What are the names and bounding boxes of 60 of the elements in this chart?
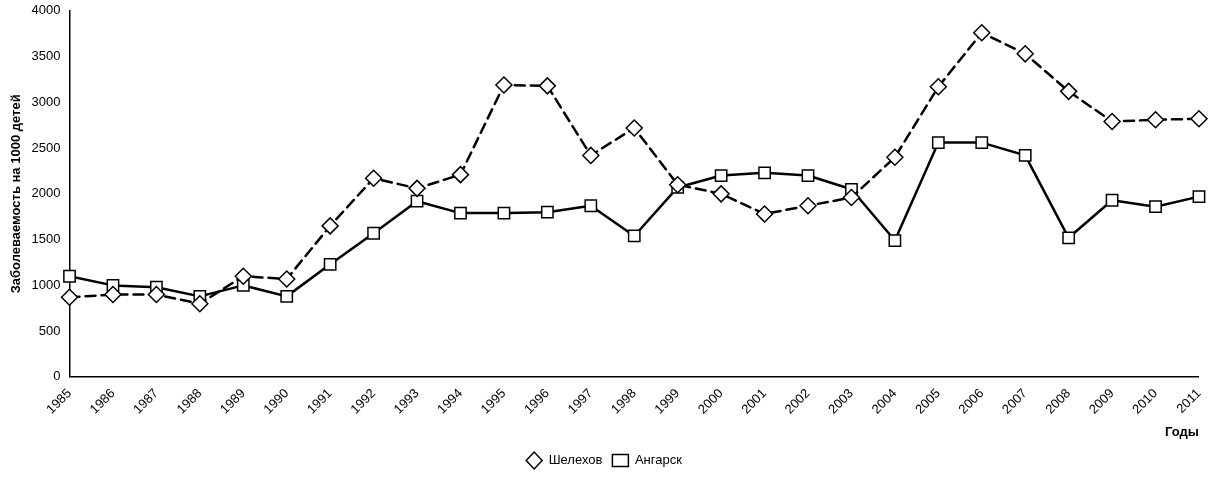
point <box>755 205 774 223</box>
point <box>975 136 989 150</box>
point <box>931 136 945 150</box>
point <box>1016 45 1034 63</box>
point <box>280 289 294 303</box>
point <box>540 205 554 219</box>
point <box>1149 200 1162 214</box>
point <box>538 77 557 95</box>
point <box>63 269 76 283</box>
point <box>625 119 643 137</box>
y-tick-label: 2000 <box>31 185 61 201</box>
y-tick-label: 0 <box>53 368 61 384</box>
y-axis-title: Заболеваемость на 1000 детей <box>8 94 24 294</box>
point <box>1146 110 1165 129</box>
y-tick-label: 3000 <box>31 93 61 109</box>
point <box>147 285 166 304</box>
point <box>714 169 728 182</box>
y-tick-label: 1500 <box>31 231 61 247</box>
point <box>1192 190 1206 204</box>
point <box>627 229 641 243</box>
point <box>234 267 253 285</box>
point <box>364 169 383 188</box>
y-tick-label: 3500 <box>31 48 61 64</box>
point <box>1105 193 1119 207</box>
point <box>1018 149 1032 162</box>
point <box>712 185 730 203</box>
point <box>277 270 296 288</box>
point <box>454 206 467 220</box>
legend-label: Ангарск <box>634 452 683 468</box>
y-tick-label: 500 <box>38 322 61 338</box>
point <box>1103 112 1121 131</box>
legend-label: Шелехов <box>548 452 603 468</box>
x-axis-title: Годы <box>1165 423 1199 439</box>
point <box>582 146 600 165</box>
point <box>367 226 381 240</box>
point <box>321 217 339 235</box>
y-tick-label: 4000 <box>31 2 61 18</box>
point <box>408 179 426 198</box>
point <box>799 197 817 215</box>
point <box>886 148 904 166</box>
point <box>668 175 687 194</box>
point <box>842 188 861 207</box>
point <box>495 76 513 94</box>
point <box>888 234 902 247</box>
point <box>451 165 470 184</box>
point <box>323 257 337 271</box>
point <box>801 169 815 182</box>
point <box>584 199 598 213</box>
point <box>929 78 948 96</box>
point <box>1190 110 1208 128</box>
point <box>410 194 424 208</box>
y-tick-label: 2500 <box>31 139 61 155</box>
point <box>758 166 771 180</box>
point <box>60 288 79 307</box>
point <box>1062 231 1076 245</box>
point <box>973 24 991 42</box>
point <box>1059 82 1078 101</box>
y-tick-label: 1000 <box>31 276 61 292</box>
point <box>191 294 209 313</box>
point <box>104 285 122 304</box>
